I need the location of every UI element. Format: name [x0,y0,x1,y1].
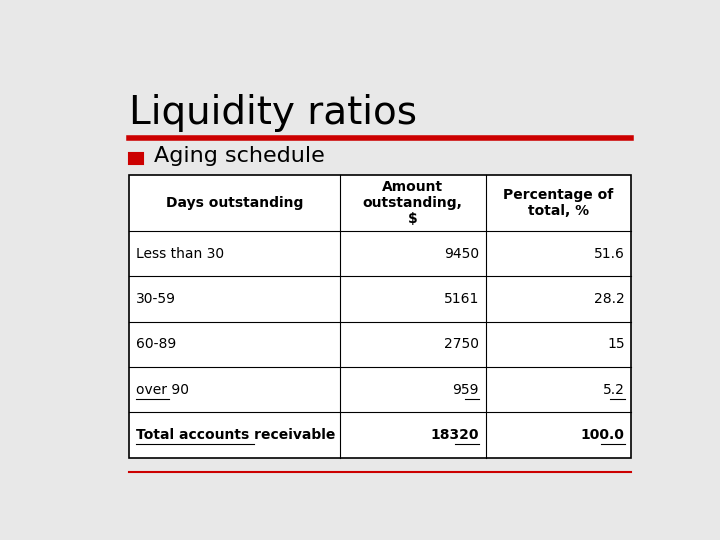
Text: 60-89: 60-89 [136,338,176,352]
Text: Total accounts receivable: Total accounts receivable [136,428,335,442]
Text: Percentage of
total, %: Percentage of total, % [503,188,613,218]
Text: 18320: 18320 [431,428,479,442]
Text: Amount
outstanding,
$: Amount outstanding, $ [363,180,463,226]
Text: 2750: 2750 [444,338,479,352]
Text: 959: 959 [452,383,479,397]
Text: Liquidity ratios: Liquidity ratios [129,94,417,132]
FancyBboxPatch shape [129,153,143,164]
Text: Aging schedule: Aging schedule [154,146,325,166]
Text: over 90: over 90 [136,383,189,397]
Text: 51.6: 51.6 [594,247,624,261]
Text: 9450: 9450 [444,247,479,261]
Text: 30-59: 30-59 [136,292,176,306]
Text: 28.2: 28.2 [594,292,624,306]
FancyBboxPatch shape [129,175,631,458]
Text: Days outstanding: Days outstanding [166,196,303,210]
Text: 15: 15 [607,338,624,352]
Text: Less than 30: Less than 30 [136,247,224,261]
Text: 100.0: 100.0 [581,428,624,442]
Text: 5.2: 5.2 [603,383,624,397]
Text: 5161: 5161 [444,292,479,306]
